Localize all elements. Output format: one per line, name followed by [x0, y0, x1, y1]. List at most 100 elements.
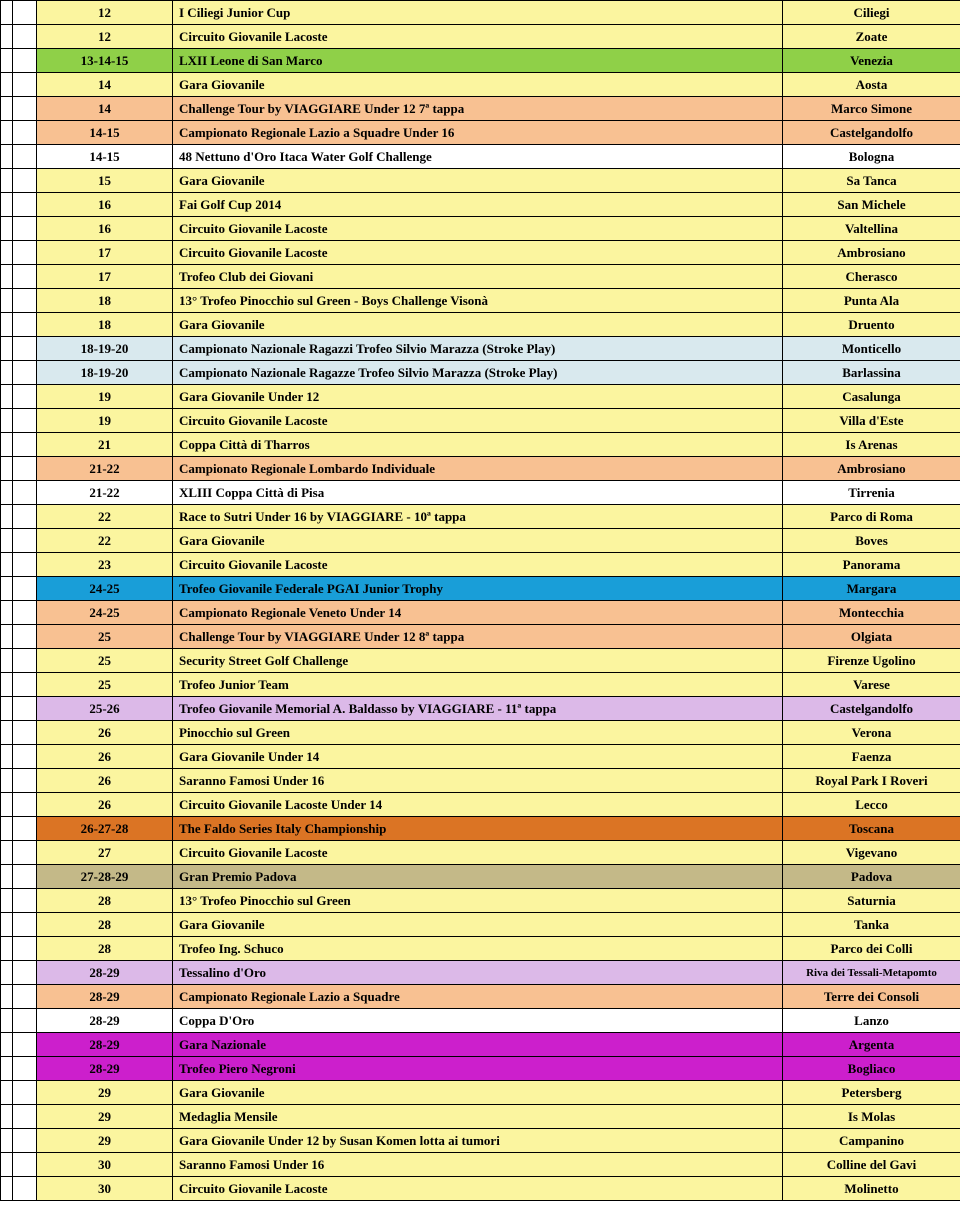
spacer-cell	[1, 841, 13, 865]
location-cell: Valtellina	[783, 217, 960, 241]
spacer-cell	[13, 1033, 37, 1057]
table-row: 17Trofeo Club dei GiovaniCherasco	[1, 265, 960, 289]
spacer-cell	[13, 1105, 37, 1129]
spacer-cell	[1, 745, 13, 769]
event-cell: Coppa D'Oro	[173, 1009, 783, 1033]
location-cell: Molinetto	[783, 1177, 960, 1201]
spacer-cell	[13, 1177, 37, 1201]
spacer-cell	[1, 457, 13, 481]
event-cell: Circuito Giovanile Lacoste Under 14	[173, 793, 783, 817]
spacer-cell	[1, 673, 13, 697]
spacer-cell	[13, 913, 37, 937]
location-cell: Monticello	[783, 337, 960, 361]
date-cell: 27	[37, 841, 173, 865]
table-row: 16Fai Golf Cup 2014San Michele	[1, 193, 960, 217]
date-cell: 24-25	[37, 577, 173, 601]
event-cell: Gara Giovanile Under 12 by Susan Komen l…	[173, 1129, 783, 1153]
event-cell: Campionato Regionale Lombardo Individual…	[173, 457, 783, 481]
event-cell: The Faldo Series Italy Championship	[173, 817, 783, 841]
location-cell: Saturnia	[783, 889, 960, 913]
table-row: 30Saranno Famosi Under 16Colline del Gav…	[1, 1153, 960, 1177]
table-row: 12Circuito Giovanile LacosteZoate	[1, 25, 960, 49]
spacer-cell	[1, 961, 13, 985]
location-cell: Bologna	[783, 145, 960, 169]
date-cell: 29	[37, 1105, 173, 1129]
spacer-cell	[13, 49, 37, 73]
table-row: 25-26Trofeo Giovanile Memorial A. Baldas…	[1, 697, 960, 721]
event-cell: Gara Giovanile	[173, 73, 783, 97]
table-row: 28Gara GiovanileTanka	[1, 913, 960, 937]
spacer-cell	[13, 769, 37, 793]
spacer-cell	[13, 937, 37, 961]
location-cell: Bogliaco	[783, 1057, 960, 1081]
spacer-cell	[13, 145, 37, 169]
location-cell: Ambrosiano	[783, 457, 960, 481]
spacer-cell	[1, 433, 13, 457]
spacer-cell	[1, 769, 13, 793]
location-cell: Boves	[783, 529, 960, 553]
date-cell: 26	[37, 745, 173, 769]
spacer-cell	[1, 73, 13, 97]
spacer-cell	[1, 193, 13, 217]
table-row: 24-25Trofeo Giovanile Federale PGAI Juni…	[1, 577, 960, 601]
location-cell: Riva dei Tessali-Metapomto	[783, 961, 960, 985]
spacer-cell	[13, 121, 37, 145]
spacer-cell	[13, 889, 37, 913]
date-cell: 12	[37, 1, 173, 25]
spacer-cell	[1, 721, 13, 745]
date-cell: 18-19-20	[37, 361, 173, 385]
date-cell: 17	[37, 265, 173, 289]
event-cell: Trofeo Giovanile Memorial A. Baldasso by…	[173, 697, 783, 721]
event-cell: Coppa Città di Tharros	[173, 433, 783, 457]
date-cell: 14-15	[37, 121, 173, 145]
location-cell: Olgiata	[783, 625, 960, 649]
spacer-cell	[13, 601, 37, 625]
location-cell: Panorama	[783, 553, 960, 577]
table-row: 18-19-20Campionato Nazionale Ragazze Tro…	[1, 361, 960, 385]
spacer-cell	[13, 985, 37, 1009]
event-cell: Campionato Nazionale Ragazzi Trofeo Silv…	[173, 337, 783, 361]
date-cell: 12	[37, 25, 173, 49]
spacer-cell	[13, 817, 37, 841]
event-cell: Security Street Golf Challenge	[173, 649, 783, 673]
event-cell: LXII Leone di San Marco	[173, 49, 783, 73]
date-cell: 22	[37, 529, 173, 553]
spacer-cell	[1, 937, 13, 961]
location-cell: Lanzo	[783, 1009, 960, 1033]
event-cell: Pinocchio sul Green	[173, 721, 783, 745]
table-row: 28-29Coppa D'OroLanzo	[1, 1009, 960, 1033]
spacer-cell	[13, 241, 37, 265]
spacer-cell	[13, 313, 37, 337]
spacer-cell	[1, 49, 13, 73]
event-cell: Trofeo Piero Negroni	[173, 1057, 783, 1081]
spacer-cell	[1, 385, 13, 409]
date-cell: 18-19-20	[37, 337, 173, 361]
event-cell: Circuito Giovanile Lacoste	[173, 241, 783, 265]
location-cell: Argenta	[783, 1033, 960, 1057]
spacer-cell	[1, 625, 13, 649]
table-row: 14Gara GiovanileAosta	[1, 73, 960, 97]
date-cell: 17	[37, 241, 173, 265]
event-cell: Circuito Giovanile Lacoste	[173, 409, 783, 433]
date-cell: 16	[37, 217, 173, 241]
spacer-cell	[1, 793, 13, 817]
location-cell: Barlassina	[783, 361, 960, 385]
table-row: 26-27-28The Faldo Series Italy Champions…	[1, 817, 960, 841]
spacer-cell	[1, 649, 13, 673]
spacer-cell	[1, 817, 13, 841]
spacer-cell	[13, 793, 37, 817]
spacer-cell	[13, 505, 37, 529]
location-cell: Castelgandolfo	[783, 697, 960, 721]
spacer-cell	[13, 169, 37, 193]
event-cell: Circuito Giovanile Lacoste	[173, 1177, 783, 1201]
spacer-cell	[1, 1057, 13, 1081]
date-cell: 26-27-28	[37, 817, 173, 841]
spacer-cell	[13, 433, 37, 457]
spacer-cell	[13, 1, 37, 25]
date-cell: 28-29	[37, 1033, 173, 1057]
date-cell: 28	[37, 937, 173, 961]
spacer-cell	[13, 25, 37, 49]
event-cell: Circuito Giovanile Lacoste	[173, 217, 783, 241]
spacer-cell	[1, 1033, 13, 1057]
location-cell: Montecchia	[783, 601, 960, 625]
